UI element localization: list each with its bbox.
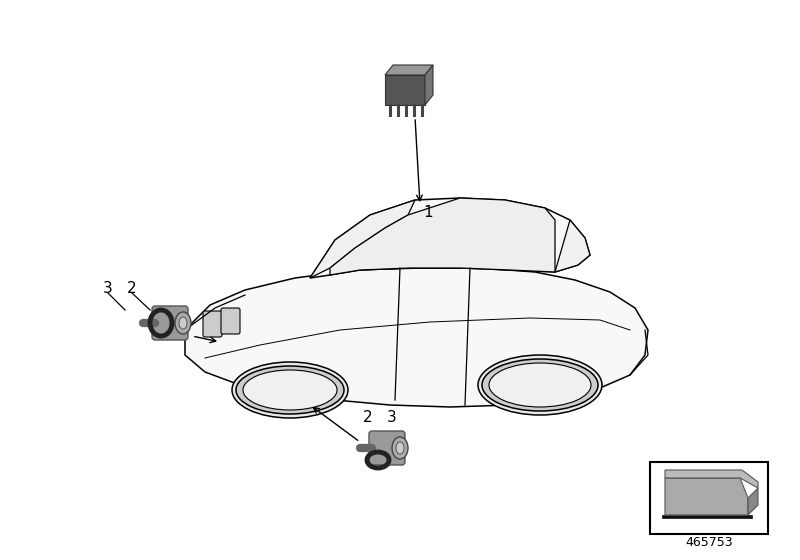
- Polygon shape: [748, 488, 758, 515]
- FancyBboxPatch shape: [369, 431, 405, 465]
- Polygon shape: [385, 65, 433, 75]
- Text: 3: 3: [387, 410, 397, 426]
- Polygon shape: [665, 470, 758, 488]
- Bar: [650, 462, 768, 534]
- Ellipse shape: [489, 363, 591, 407]
- Ellipse shape: [482, 359, 598, 411]
- Ellipse shape: [243, 370, 337, 410]
- FancyBboxPatch shape: [152, 306, 188, 340]
- Polygon shape: [555, 220, 590, 272]
- Text: 2: 2: [127, 281, 137, 296]
- Ellipse shape: [175, 312, 191, 334]
- FancyBboxPatch shape: [203, 311, 222, 337]
- Polygon shape: [385, 75, 425, 105]
- Ellipse shape: [179, 317, 187, 329]
- Text: 465753: 465753: [685, 535, 733, 548]
- Text: 2: 2: [363, 410, 373, 426]
- Polygon shape: [310, 200, 415, 278]
- Text: 1: 1: [423, 204, 433, 220]
- Polygon shape: [185, 268, 648, 407]
- Ellipse shape: [236, 366, 344, 414]
- Ellipse shape: [396, 442, 404, 454]
- Polygon shape: [662, 515, 752, 518]
- Polygon shape: [425, 65, 433, 105]
- Ellipse shape: [392, 437, 408, 459]
- Polygon shape: [665, 478, 748, 515]
- Polygon shape: [310, 198, 590, 278]
- Ellipse shape: [478, 355, 602, 415]
- Ellipse shape: [232, 362, 348, 418]
- Text: 3: 3: [103, 281, 113, 296]
- FancyBboxPatch shape: [221, 308, 240, 334]
- Polygon shape: [330, 198, 555, 275]
